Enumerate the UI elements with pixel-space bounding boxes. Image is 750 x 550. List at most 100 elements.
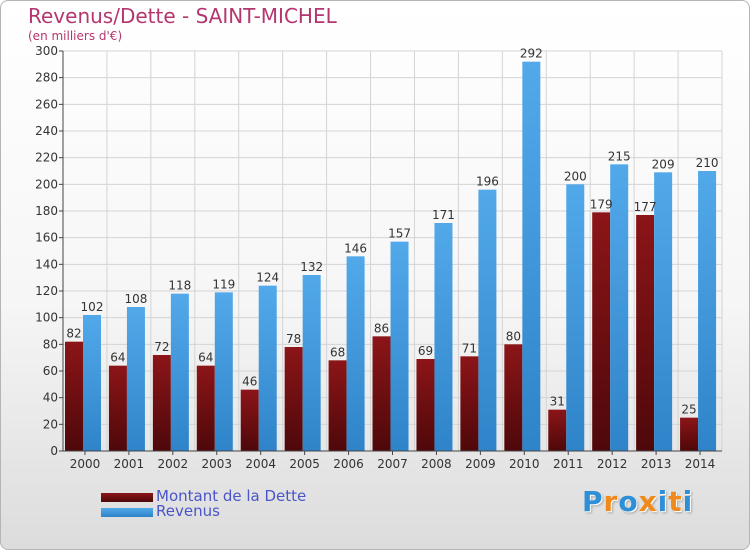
bars — [65, 61, 717, 452]
data-label-dette: 177 — [634, 200, 657, 214]
bar-revenus-2002 — [170, 293, 189, 451]
bar-revenus-2013 — [654, 172, 673, 452]
x-tick-label: 2008 — [421, 457, 452, 471]
data-label-revenus: 102 — [81, 300, 104, 314]
x-tick-label: 2001 — [114, 457, 145, 471]
data-label-revenus: 215 — [608, 149, 631, 163]
y-tick-label: 100 — [35, 311, 58, 325]
bar-dette-2014 — [680, 417, 699, 451]
y-tick-label: 0 — [50, 444, 58, 458]
chart-title: Revenus/Dette - SAINT-MICHEL — [28, 4, 337, 28]
bar-revenus-2010 — [522, 61, 541, 452]
bar-dette-2007 — [372, 336, 391, 451]
data-label-revenus: 196 — [476, 175, 499, 189]
legend-label-revenus: Revenus — [156, 502, 220, 520]
data-label-dette: 179 — [590, 197, 613, 211]
x-tick-label: 2002 — [158, 457, 189, 471]
bar-revenus-2001 — [126, 307, 145, 451]
data-label-revenus: 210 — [696, 156, 719, 170]
x-tick-label: 2009 — [465, 457, 496, 471]
y-tick-label: 140 — [35, 257, 58, 271]
bar-dette-2010 — [504, 344, 523, 451]
y-tick-label: 200 — [35, 177, 58, 191]
bar-dette-2002 — [152, 355, 171, 451]
bar-revenus-2009 — [478, 189, 497, 451]
data-label-dette: 31 — [550, 395, 565, 409]
data-label-revenus: 108 — [124, 292, 147, 306]
data-label-revenus: 119 — [212, 277, 235, 291]
x-tick-label: 2004 — [245, 457, 276, 471]
y-tick-label: 20 — [43, 417, 58, 431]
data-label-dette: 64 — [110, 351, 125, 365]
data-label-dette: 69 — [418, 344, 433, 358]
data-label-dette: 86 — [374, 321, 389, 335]
bar-revenus-2012 — [610, 164, 629, 452]
bar-revenus-2000 — [83, 315, 101, 451]
bar-dette-2013 — [636, 215, 655, 451]
legend-swatch-revenus — [101, 508, 153, 517]
bar-dette-2004 — [240, 389, 259, 451]
data-label-dette: 82 — [66, 327, 81, 341]
y-tick-label: 280 — [35, 71, 58, 85]
legend-label-dette: Montant de la Dette — [156, 487, 307, 505]
data-label-dette: 64 — [198, 351, 213, 365]
x-tick-label: 2005 — [289, 457, 320, 471]
chart-unit-label: (en milliers d'€) — [28, 29, 123, 43]
y-tick-label: 260 — [35, 97, 58, 111]
bar-dette-2012 — [592, 212, 611, 451]
x-tick-label: 2007 — [377, 457, 408, 471]
bar-dette-2006 — [328, 360, 347, 451]
y-tick-label: 300 — [35, 44, 58, 58]
x-tick-label: 2013 — [641, 457, 672, 471]
data-label-revenus: 171 — [432, 208, 455, 222]
data-label-revenus: 157 — [388, 227, 411, 241]
bar-revenus-2006 — [346, 256, 365, 451]
data-labels: 82 64 72 64 46 78 68 86 69 71 80 31 179 177 25 102 108 11… — [66, 47, 718, 417]
bar-revenus-2003 — [214, 292, 233, 451]
data-label-dette: 78 — [286, 332, 301, 346]
data-label-dette: 46 — [242, 375, 257, 389]
bar-revenus-2014 — [698, 171, 717, 451]
data-label-revenus: 118 — [168, 279, 191, 293]
bar-dette-2001 — [108, 365, 127, 451]
data-label-dette: 71 — [462, 341, 477, 355]
x-tick-label: 2003 — [201, 457, 232, 471]
data-label-dette: 25 — [681, 403, 696, 417]
data-label-revenus: 292 — [520, 47, 543, 61]
bar-revenus-2004 — [258, 285, 277, 451]
bar-revenus-2005 — [302, 275, 321, 451]
proxiti-logo: Proxiti — [582, 485, 694, 518]
y-tick-label: 220 — [35, 151, 58, 165]
bar-dette-2005 — [284, 347, 303, 451]
data-label-dette: 80 — [506, 329, 521, 343]
data-label-revenus: 124 — [256, 271, 279, 285]
y-tick-label: 60 — [43, 364, 58, 378]
y-tick-label: 80 — [43, 337, 58, 351]
y-tick-label: 40 — [43, 391, 58, 405]
bar-dette-2011 — [548, 409, 567, 451]
data-label-revenus: 200 — [564, 169, 587, 183]
x-tick-label: 2011 — [553, 457, 584, 471]
x-tick-label: 2014 — [685, 457, 716, 471]
bar-revenus-2008 — [434, 223, 453, 451]
y-tick-label: 180 — [35, 204, 58, 218]
data-label-dette: 68 — [330, 345, 345, 359]
bar-dette-2003 — [196, 365, 215, 451]
y-tick-label: 120 — [35, 284, 58, 298]
bar-revenus-2011 — [566, 184, 585, 452]
y-tick-label: 240 — [35, 124, 58, 138]
data-label-revenus: 209 — [652, 157, 675, 171]
data-label-revenus: 132 — [300, 260, 323, 274]
y-tick-label: 160 — [35, 231, 58, 245]
axes: 0 20 40 60 80 100 120 140 160 180 200 220 240 260 280 3… — [35, 44, 722, 471]
x-tick-label: 2000 — [70, 457, 101, 471]
bar-revenus-2007 — [390, 241, 409, 451]
legend-swatch-dette — [101, 493, 153, 502]
x-tick-label: 2012 — [597, 457, 628, 471]
data-label-dette: 72 — [154, 340, 169, 354]
bar-dette-2000 — [65, 341, 83, 451]
data-label-revenus: 146 — [344, 241, 367, 255]
x-tick-label: 2006 — [333, 457, 364, 471]
